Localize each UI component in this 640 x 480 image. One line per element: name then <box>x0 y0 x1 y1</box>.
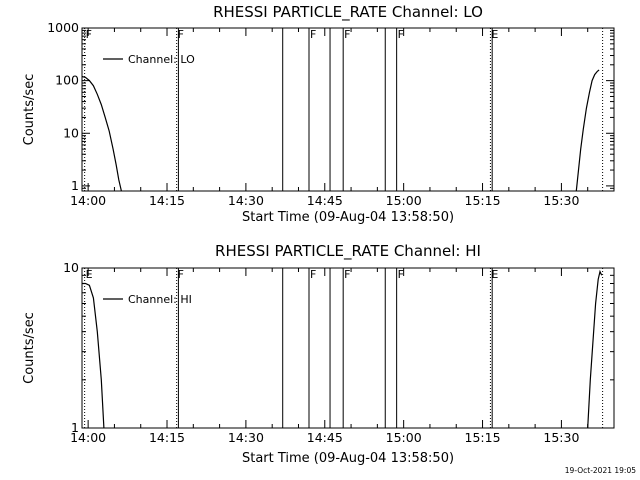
series-line <box>81 75 122 192</box>
x-tick-label: 14:30 <box>228 430 264 445</box>
x-tick-label: 15:15 <box>465 430 501 445</box>
event-marker-label: F <box>178 268 184 281</box>
x-tick-label: 14:45 <box>307 193 343 208</box>
event-marker-label: F <box>398 268 404 281</box>
x-tick-label: 15:30 <box>543 430 579 445</box>
x-tick-label: 14:30 <box>228 193 264 208</box>
chart-title: RHESSI PARTICLE_RATE Channel: HI <box>215 242 481 261</box>
x-tick-label: 14:45 <box>307 430 343 445</box>
x-tick-label: 14:00 <box>70 430 106 445</box>
plot-timestamp: 19-Oct-2021 19:05 <box>565 466 636 475</box>
x-tick-label: 14:15 <box>149 193 185 208</box>
series-line <box>82 282 105 429</box>
y-tick-label: 100 <box>55 73 79 88</box>
y-axis-label: Counts/sec <box>22 312 37 384</box>
x-tick-label: 15:00 <box>386 193 422 208</box>
legend-label: Channel: HI <box>128 293 192 306</box>
series-line <box>587 269 603 429</box>
x-axis-label: Start Time (09-Aug-04 13:58:50) <box>242 451 454 466</box>
event-marker-label: E <box>491 268 498 281</box>
series-line <box>575 69 600 192</box>
event-marker-label: E <box>491 28 498 41</box>
hi-channel-panel: RHESSI PARTICLE_RATE Channel: HI 14:00 14:… <box>22 242 615 466</box>
x-tick-label: 15:00 <box>386 430 422 445</box>
y-tick-label: 1000 <box>47 20 79 35</box>
event-marker-label: F <box>310 28 316 41</box>
event-marker-label: F <box>344 268 350 281</box>
x-tick-label: 14:15 <box>149 430 185 445</box>
x-tick-label: 15:30 <box>543 193 579 208</box>
lo-channel-panel: RHESSI PARTICLE_RATE Channel: LO 14:00 14:… <box>22 3 615 225</box>
event-marker-label: F <box>310 268 316 281</box>
y-tick-label: 1 <box>71 178 79 193</box>
plot-frame <box>81 267 615 429</box>
event-marker-label: F <box>178 28 184 41</box>
x-tick-label: 14:00 <box>70 193 106 208</box>
plot-frame <box>81 27 615 192</box>
event-marker-label: F <box>344 28 350 41</box>
y-tick-label: 10 <box>63 125 79 140</box>
event-marker-label: F <box>398 28 404 41</box>
event-marker-label: E <box>86 268 93 281</box>
y-tick-label: 10 <box>63 260 79 275</box>
chart-title: RHESSI PARTICLE_RATE Channel: LO <box>213 3 483 22</box>
legend-label: Channel: LO <box>128 53 195 66</box>
event-marker-label: F <box>86 28 92 41</box>
y-axis-label: Counts/sec <box>22 74 37 146</box>
y-tick-label: 1 <box>71 420 79 435</box>
x-tick-label: 15:15 <box>465 193 501 208</box>
x-axis-label: Start Time (09-Aug-04 13:58:50) <box>242 210 454 225</box>
